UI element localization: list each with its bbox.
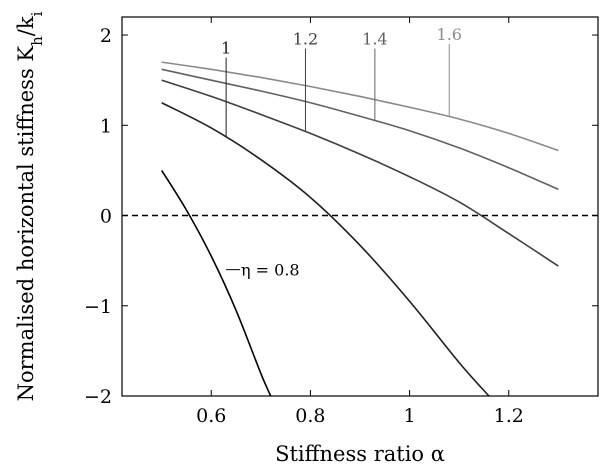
y-tick-label-4: 2 — [100, 25, 112, 47]
x-tick-label-2: 1 — [404, 405, 416, 427]
series-label-1: 1 — [221, 39, 231, 58]
y-tick-label-3: 1 — [100, 115, 112, 137]
series-line-3 — [161, 68, 559, 191]
series-line-1 — [161, 102, 490, 396]
x-tick-label-1: 0.8 — [295, 405, 325, 427]
y-tick-label-0: −2 — [84, 386, 112, 408]
series-label-0: η = 0.8 — [241, 261, 300, 280]
curve-labels-group: η = 0.8 1 1.2 1.4 1.6 — [221, 25, 462, 280]
x-tick-label-0: 0.6 — [196, 405, 226, 427]
series-label-3: 1.4 — [362, 30, 387, 49]
y-tick-label-1: −1 — [84, 296, 112, 318]
series-label-4: 1.6 — [437, 25, 462, 44]
plot-area-frame — [121, 16, 599, 397]
x-tick-label-3: 1.2 — [494, 405, 524, 427]
y-tick-label-2: 0 — [100, 206, 112, 228]
axis-ticks-group: 0.6 0.8 1 1.2 −2 −1 0 1 2 — [84, 17, 598, 427]
series-line-2 — [161, 79, 559, 267]
x-axis-title: Stiffness ratio α — [275, 442, 445, 466]
y-axis-title: Normalised horizontal stiffness Kh/ki — [14, 11, 46, 401]
series-line-4 — [161, 61, 559, 152]
series-line-0 — [160, 169, 272, 396]
chart-series-group — [160, 61, 559, 396]
series-label-2: 1.2 — [293, 30, 318, 49]
